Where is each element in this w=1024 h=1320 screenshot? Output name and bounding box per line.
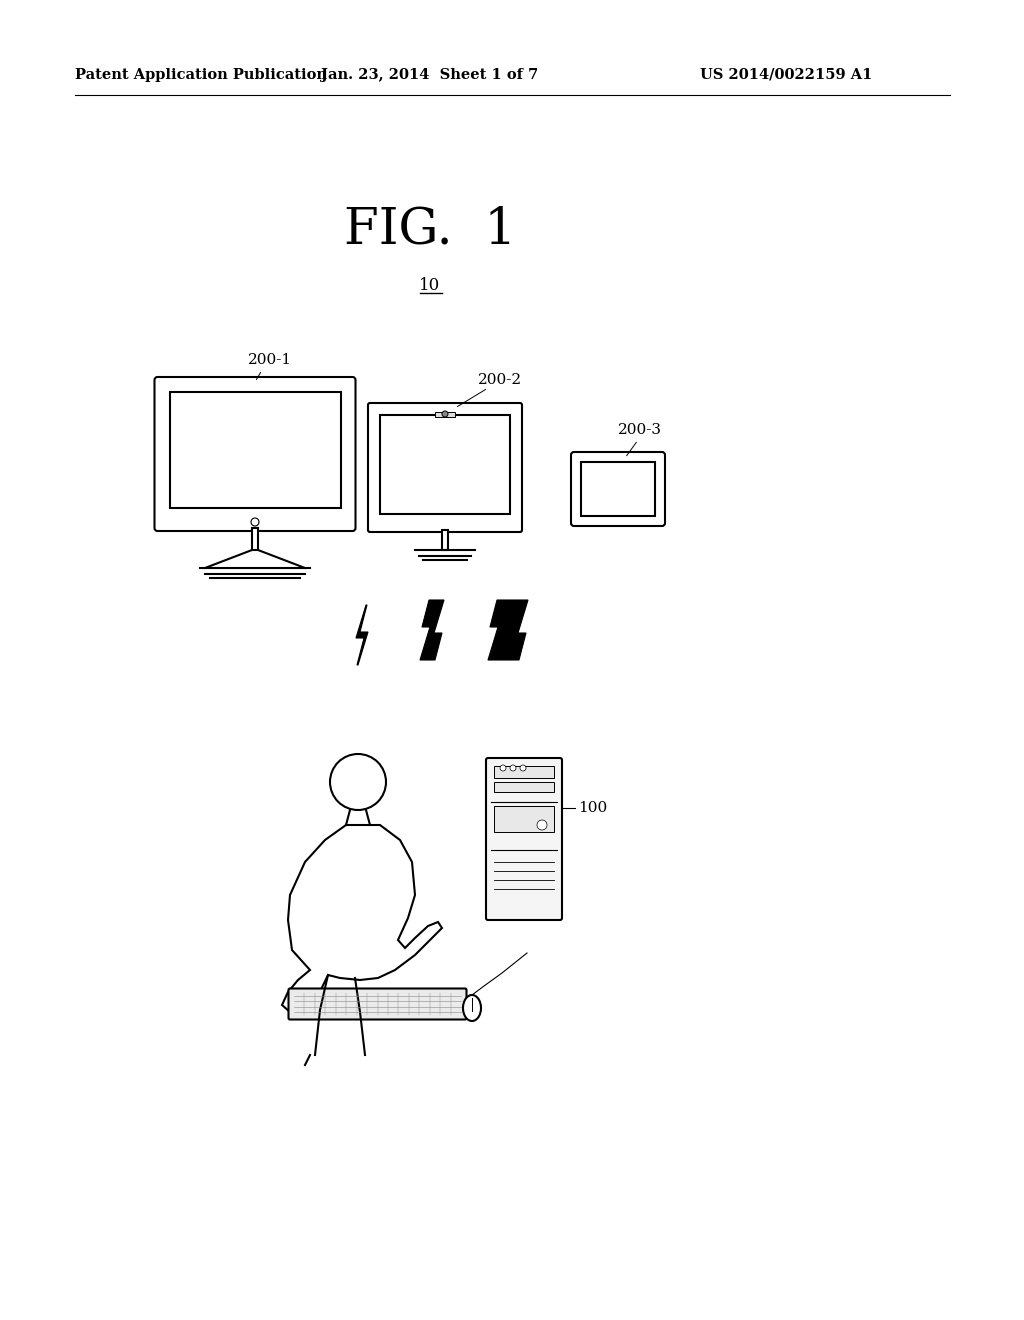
FancyBboxPatch shape (486, 758, 562, 920)
Circle shape (537, 820, 547, 830)
Polygon shape (488, 601, 528, 660)
FancyBboxPatch shape (368, 403, 522, 532)
Bar (380, 414, 510, 513)
Polygon shape (356, 605, 368, 665)
Polygon shape (282, 825, 442, 1012)
FancyBboxPatch shape (252, 528, 258, 550)
FancyBboxPatch shape (155, 378, 355, 531)
Circle shape (330, 754, 386, 810)
Circle shape (442, 411, 449, 417)
Bar (170, 392, 341, 508)
Text: Jan. 23, 2014  Sheet 1 of 7: Jan. 23, 2014 Sheet 1 of 7 (322, 69, 539, 82)
Text: 200-2: 200-2 (478, 374, 522, 387)
Bar (435, 412, 455, 417)
Bar (494, 766, 554, 777)
Text: FIG.  1: FIG. 1 (344, 206, 516, 255)
Circle shape (520, 766, 526, 771)
Bar (581, 462, 655, 516)
Circle shape (251, 517, 259, 525)
Text: 200-3: 200-3 (618, 422, 662, 437)
Bar (494, 807, 554, 832)
FancyBboxPatch shape (571, 451, 665, 525)
Text: 100: 100 (578, 801, 607, 814)
Ellipse shape (463, 995, 481, 1020)
Circle shape (500, 766, 506, 771)
FancyBboxPatch shape (289, 989, 467, 1019)
FancyBboxPatch shape (442, 531, 449, 550)
Text: US 2014/0022159 A1: US 2014/0022159 A1 (700, 69, 872, 82)
Polygon shape (420, 601, 444, 660)
Text: 200-1: 200-1 (248, 352, 292, 367)
Circle shape (510, 766, 516, 771)
Text: Patent Application Publication: Patent Application Publication (75, 69, 327, 82)
Text: 10: 10 (420, 276, 440, 293)
Bar (494, 781, 554, 792)
